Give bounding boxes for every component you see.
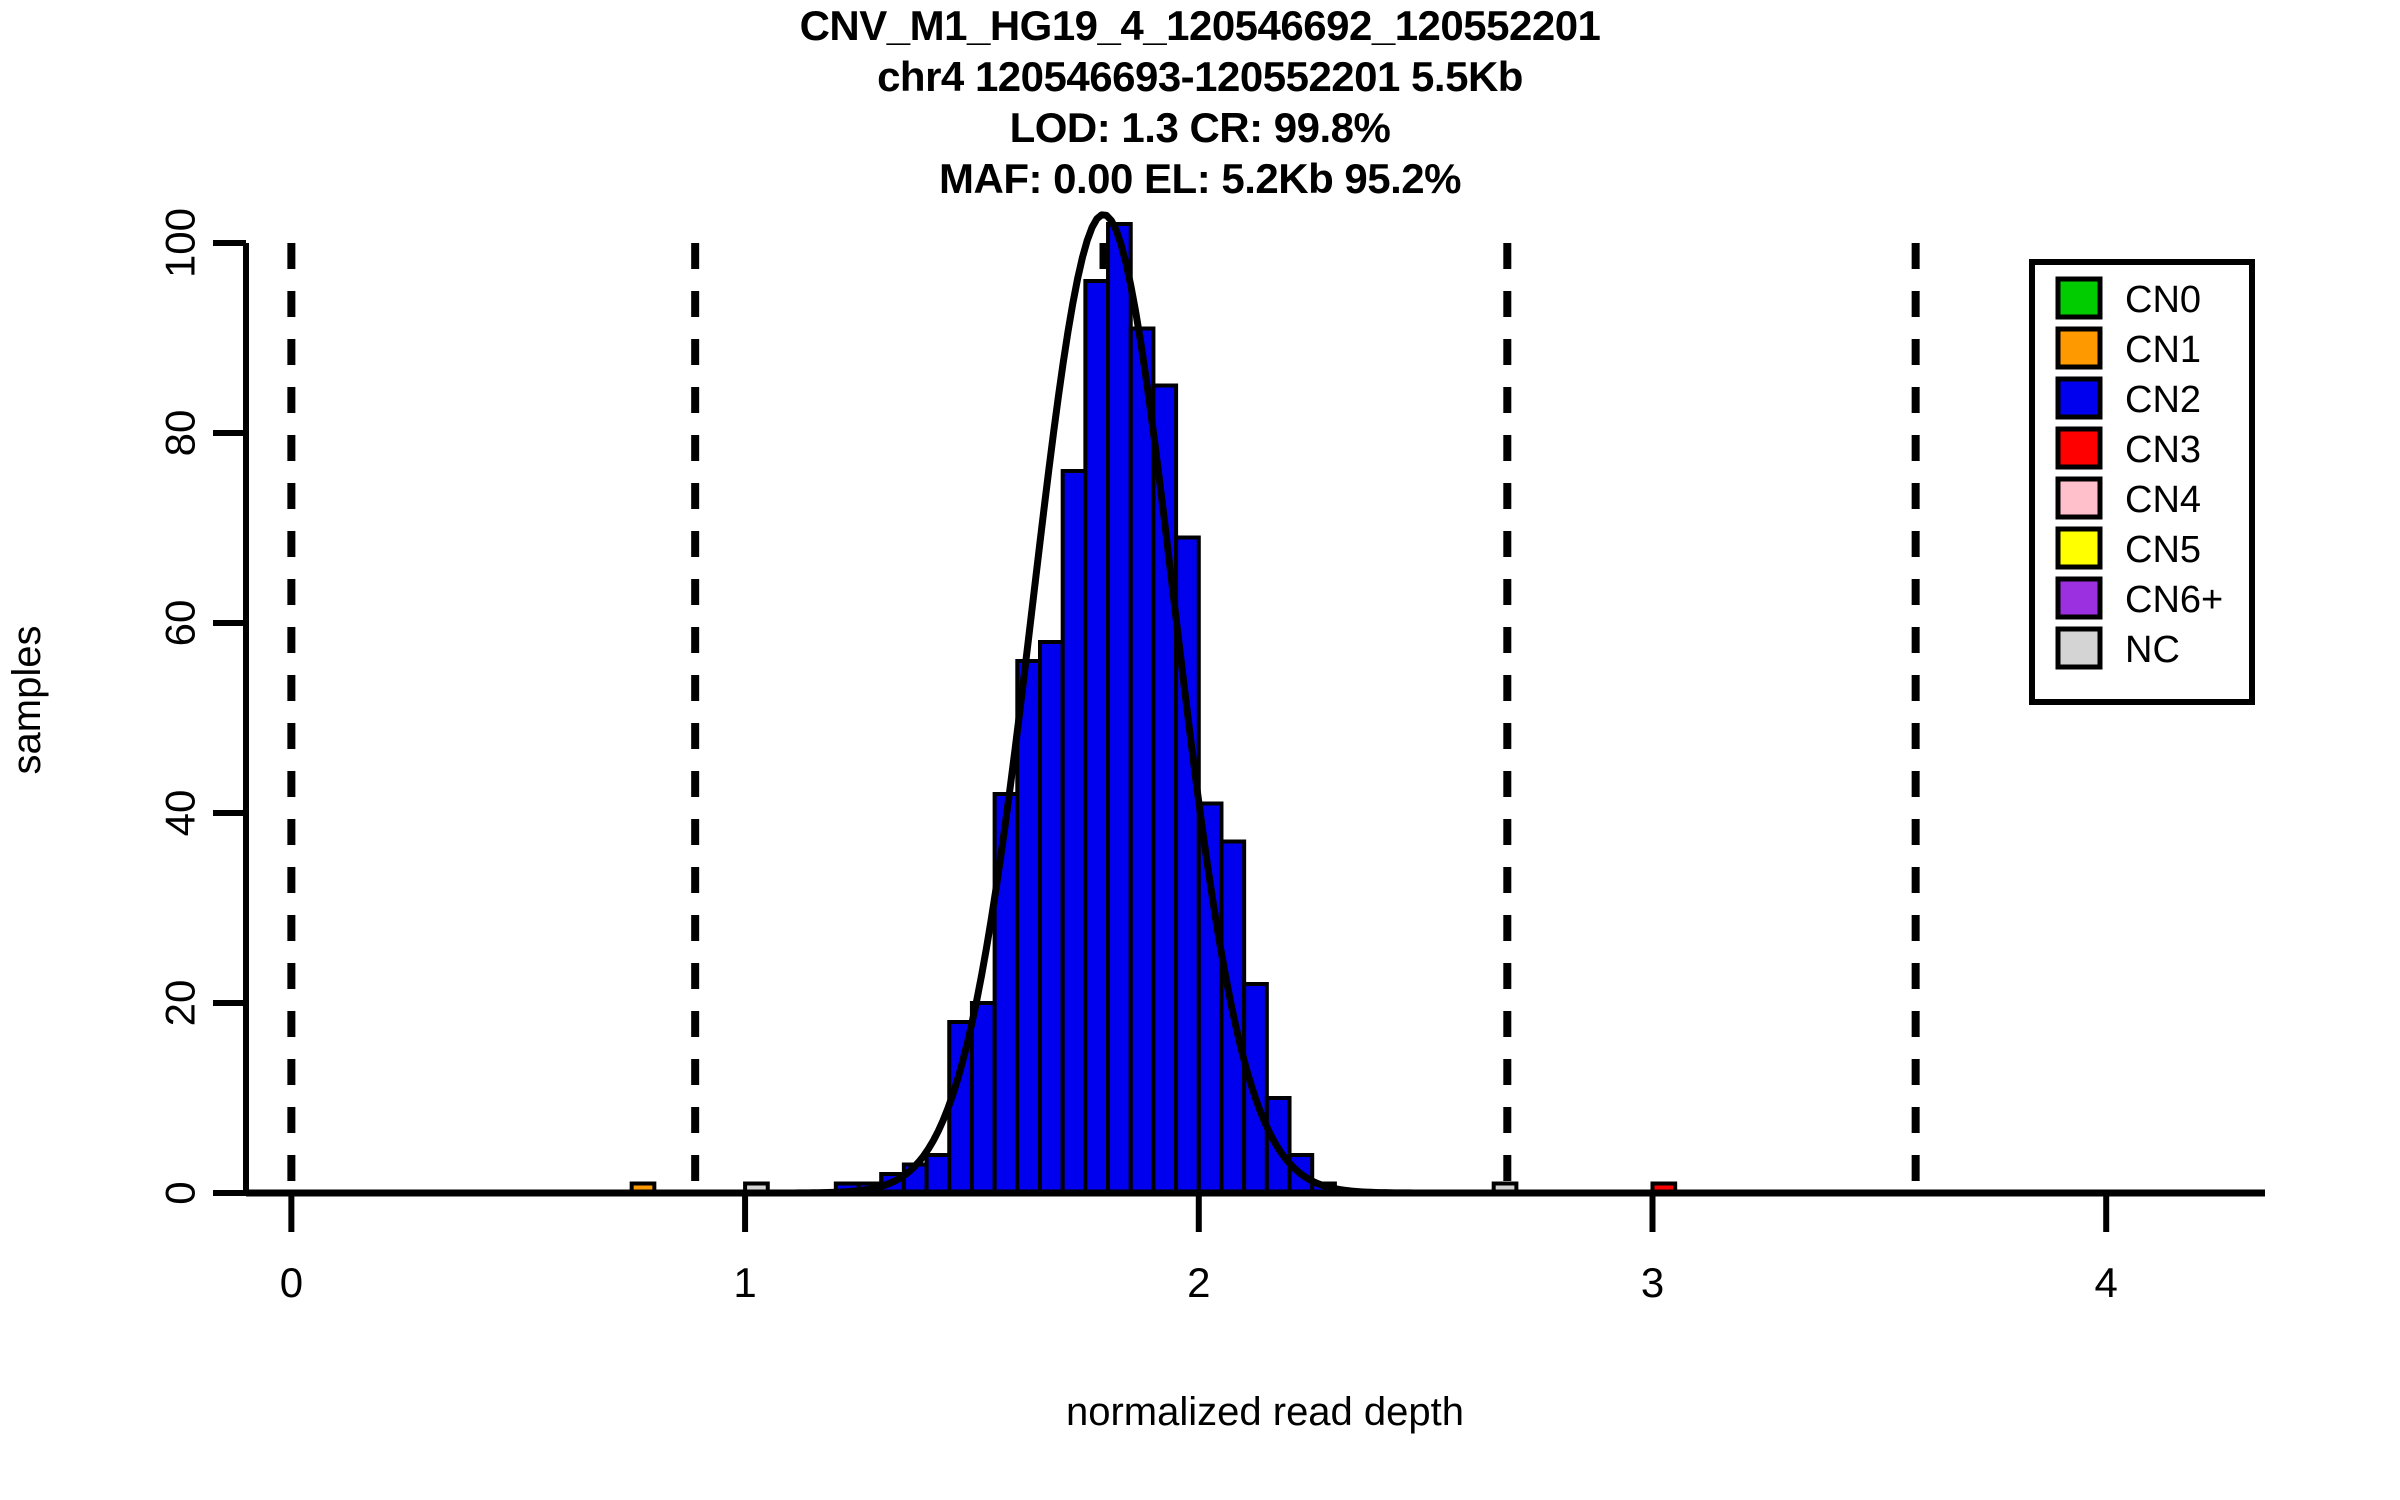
- legend-swatch-cn3: [2055, 426, 2103, 470]
- legend-label-cn1: CN1: [2125, 329, 2201, 371]
- y-axis: 0 20 40 60 80 100: [157, 208, 249, 1205]
- legend-label-cn5: CN5: [2125, 529, 2201, 571]
- histogram-bar: [1106, 222, 1133, 1195]
- histogram-bar: [1060, 469, 1088, 1195]
- legend-label-cn2: CN2: [2125, 379, 2201, 421]
- x-tick-label: 0: [280, 1259, 303, 1306]
- legend-label-nc: NC: [2125, 629, 2180, 671]
- legend-items-group: CN0 CN1 CN2 CN3 CN4 CN5 CN6+ NC: [2055, 276, 2223, 671]
- histogram-bar: [924, 1153, 952, 1195]
- legend-swatch-cn2: [2055, 376, 2103, 420]
- y-tick-label: 80: [157, 410, 204, 457]
- y-tick-label: 0: [157, 1181, 204, 1204]
- histogram-bar: [1015, 659, 1042, 1195]
- legend-swatch-nc: [2055, 626, 2103, 670]
- legend-swatch-cn5: [2055, 526, 2103, 570]
- histogram-bar: [1128, 326, 1156, 1195]
- x-axis-ticks: 0 1 2 3 4: [280, 1193, 2118, 1306]
- x-axis-title: normalized read depth: [1066, 1390, 1464, 1434]
- legend-label-cn6plus: CN6+: [2125, 579, 2223, 621]
- x-tick-label: 3: [1641, 1259, 1664, 1306]
- x-axis: 0 1 2 3 4: [246, 1189, 2265, 1306]
- legend-swatch-cn4: [2055, 476, 2103, 520]
- x-tick-label: 2: [1187, 1259, 1210, 1306]
- legend-swatch-cn6plus: [2055, 576, 2103, 620]
- title-line-3: LOD: 1.3 CR: 99.8%: [1009, 104, 1391, 151]
- plot-title-block: CNV_M1_HG19_4_120546692_120552201 chr4 1…: [0, 0, 2400, 204]
- histogram-bar: [1037, 640, 1065, 1195]
- legend: CN0 CN1 CN2 CN3 CN4 CN5 CN6+ NC: [2029, 259, 2255, 705]
- y-axis-ticks: 0 20 40 60 80 100: [157, 208, 246, 1205]
- histogram-bar: [1083, 279, 1111, 1195]
- legend-label-cn3: CN3: [2125, 429, 2201, 471]
- legend-label-cn0: CN0: [2125, 279, 2201, 321]
- y-tick-label: 100: [157, 208, 204, 278]
- x-tick-label: 4: [2095, 1259, 2118, 1306]
- title-line-1: CNV_M1_HG19_4_120546692_120552201: [799, 2, 1601, 49]
- histogram-bar: [969, 1001, 997, 1195]
- histogram-bars-group: [629, 222, 1678, 1195]
- y-axis-title: samples: [5, 626, 49, 775]
- x-tick-label: 1: [733, 1259, 756, 1306]
- legend-label-cn4: CN4: [2125, 479, 2201, 521]
- y-tick-label: 60: [157, 600, 204, 647]
- y-tick-label: 40: [157, 790, 204, 837]
- title-line-2: chr4 120546693-120552201 5.5Kb: [877, 53, 1523, 100]
- y-tick-label: 20: [157, 980, 204, 1027]
- legend-swatch-cn1: [2055, 326, 2103, 370]
- title-line-4: MAF: 0.00 EL: 5.2Kb 95.2%: [939, 155, 1462, 202]
- legend-swatch-cn0: [2055, 276, 2103, 320]
